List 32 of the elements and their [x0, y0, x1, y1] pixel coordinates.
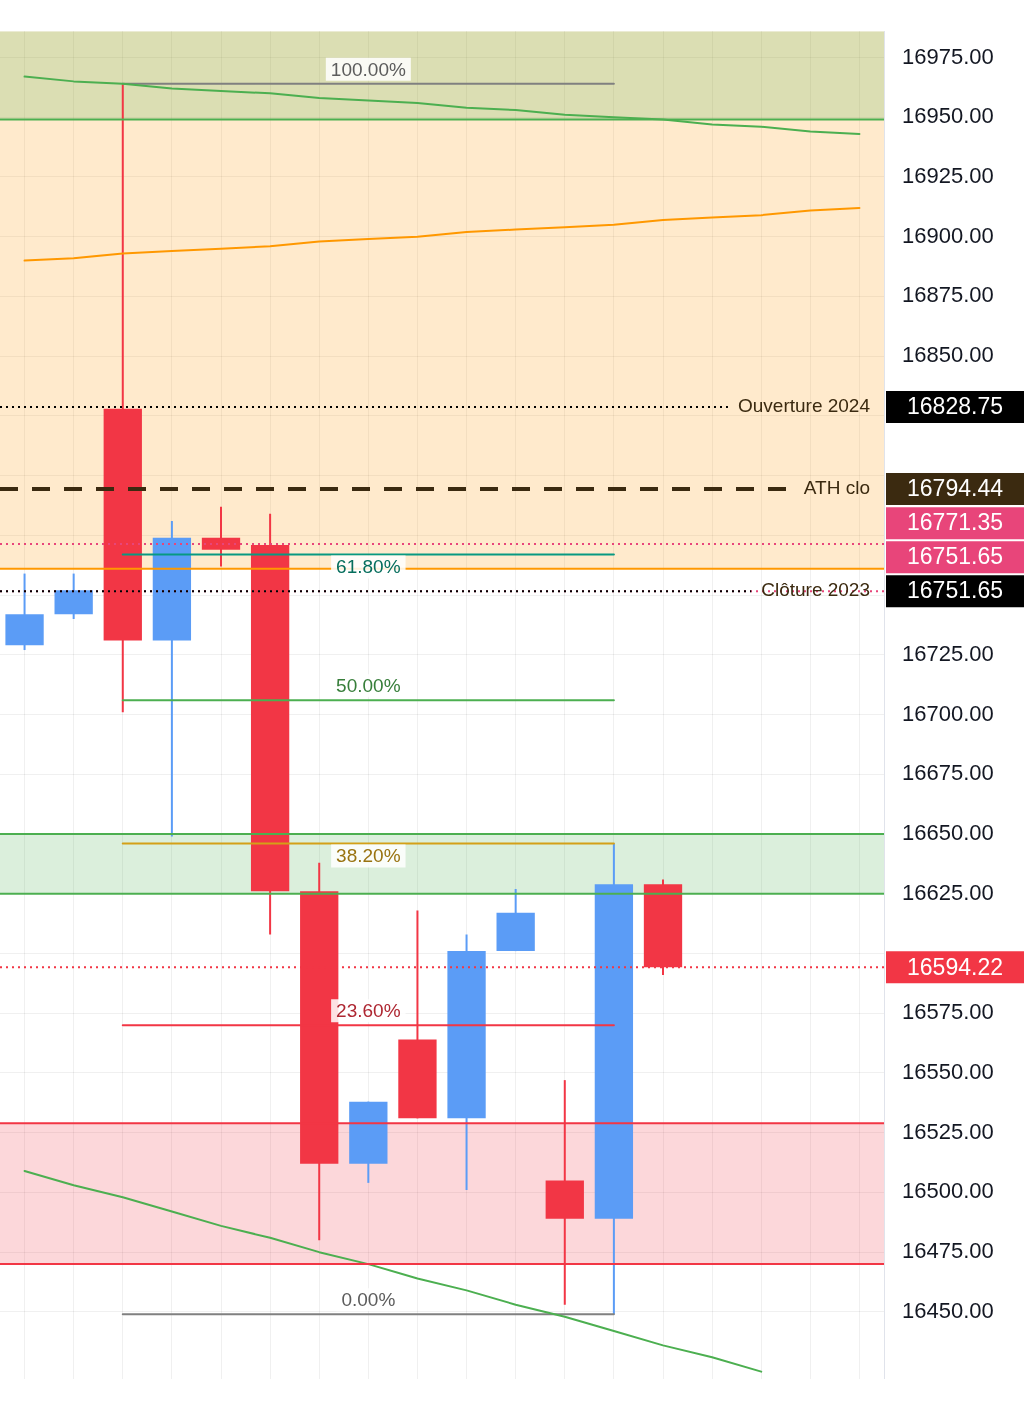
series-label: 50.00% [336, 674, 401, 696]
y-tick-label: 16525.00 [902, 1118, 994, 1144]
y-tick-label: 16550.00 [902, 1059, 994, 1085]
text: 16594.22 [907, 953, 1003, 980]
y-tick-label: 16850.00 [902, 342, 994, 368]
series-label: 38.20% [336, 845, 401, 867]
ref-line-label: Clôture 2023 [761, 579, 870, 601]
y-tick-label: 16575.00 [902, 999, 994, 1025]
y-tick-label: 16650.00 [902, 820, 994, 846]
text: 16771.35 [907, 509, 1003, 536]
series-label: 23.60% [336, 999, 401, 1021]
y-tick-label: 16500.00 [902, 1178, 994, 1204]
ref-line-label: ATH clo [803, 477, 870, 499]
series-label: 0.00% [341, 1289, 396, 1311]
ref-line-label: Ouverture 2024 [737, 395, 871, 417]
text: 16828.75 [907, 393, 1003, 420]
text: 16794.44 [907, 475, 1004, 502]
text: 16751.65 [907, 543, 1003, 570]
y-tick-label: 16475.00 [902, 1238, 994, 1264]
y-tick-label: 16725.00 [902, 640, 994, 666]
y-tick-label: 16450.00 [902, 1297, 994, 1323]
y-tick-label: 16900.00 [902, 222, 994, 248]
y-tick-label: 16625.00 [902, 879, 994, 905]
y-tick-label: 16975.00 [902, 43, 994, 69]
y-tick-label: 16950.00 [902, 103, 994, 129]
series-label: 100.00% [330, 58, 406, 80]
y-tick-label: 16925.00 [902, 163, 994, 189]
y-tick-label: 16875.00 [902, 282, 994, 308]
y-tick-label: 16700.00 [902, 700, 994, 726]
y-tick-label: 16675.00 [902, 760, 994, 786]
text: 16751.65 [907, 577, 1003, 604]
series-label: 61.80% [336, 556, 401, 578]
